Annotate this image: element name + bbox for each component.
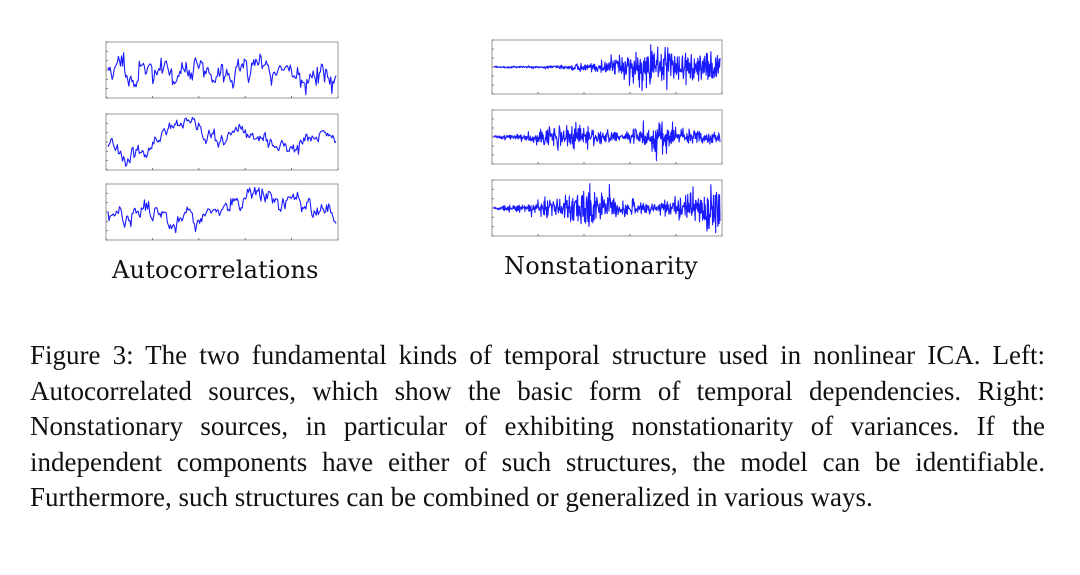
autocorrelation-plot-1 xyxy=(105,41,339,99)
autocorrelation-plot-3 xyxy=(105,183,339,241)
figure-panels xyxy=(105,39,723,241)
autocorrelated-signal-3 xyxy=(107,186,337,234)
autocorrelations-label: Autocorrelations xyxy=(112,256,319,284)
autocorrelated-signal-2 xyxy=(107,116,337,167)
autocorrelation-panel xyxy=(105,41,339,241)
nonstationarity-label: Nonstationarity xyxy=(504,252,699,280)
autocorrelated-signal-1 xyxy=(107,52,337,96)
nonstationarity-plot-1 xyxy=(491,39,723,95)
nonstationarity-plot-3 xyxy=(491,179,723,237)
figure-caption: Figure 3: The two fundamental kinds of t… xyxy=(30,340,1045,512)
nonstationarity-plot-2 xyxy=(491,109,723,165)
axis-ticks xyxy=(105,39,723,241)
nonstationary-signal-3 xyxy=(493,183,721,234)
nonstationary-signal-2 xyxy=(493,120,721,162)
autocorrelation-plot-2 xyxy=(105,113,339,171)
nonstationarity-panel xyxy=(491,39,723,237)
nonstationary-signal-1 xyxy=(493,44,721,92)
